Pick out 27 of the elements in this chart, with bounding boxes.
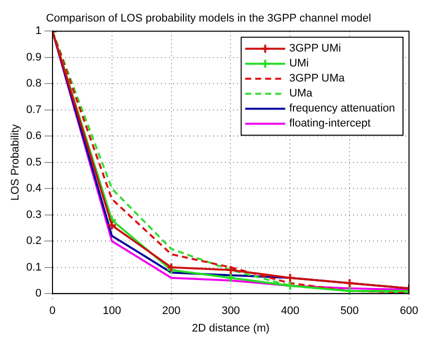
legend-label: UMi: [289, 58, 309, 70]
chart-title: Comparison of LOS probability models in the 3GPP channel model: [46, 12, 372, 25]
x-tick-label: 500: [340, 305, 359, 318]
x-tick-label: 0: [49, 305, 56, 318]
y-tick-label: 0.6: [26, 130, 42, 142]
y-tick-label: 0.3: [26, 208, 42, 221]
y-tick-label: 0.1: [26, 261, 42, 274]
y-tick-label: 0.2: [26, 235, 42, 248]
x-tick-label: 300: [222, 305, 240, 318]
y-tick-label: 1: [35, 25, 42, 38]
legend-label: 3GPP UMa: [289, 72, 346, 85]
legend-label: floating-intercept: [289, 118, 371, 130]
legend-label: frequency attenuation: [289, 102, 396, 115]
x-tick-label: 200: [162, 305, 181, 318]
y-tick-label: 0.5: [26, 156, 42, 168]
x-tick-label: 400: [280, 305, 300, 318]
x-axis-title: 2D distance (m): [192, 322, 270, 334]
y-tick-label: 0: [35, 288, 42, 300]
y-tick-label: 0.4: [26, 182, 42, 195]
legend-label: 3GPP UMi: [289, 42, 341, 55]
y-tick-label: 0.8: [26, 78, 42, 90]
y-tick-label: 0.9: [26, 51, 42, 64]
legend-label: UMa: [289, 88, 314, 100]
y-axis-title: LOS Probability: [10, 124, 22, 201]
x-tick-label: 100: [102, 305, 122, 318]
y-tick-label: 0.7: [26, 104, 42, 116]
x-tick-label: 600: [400, 305, 418, 318]
